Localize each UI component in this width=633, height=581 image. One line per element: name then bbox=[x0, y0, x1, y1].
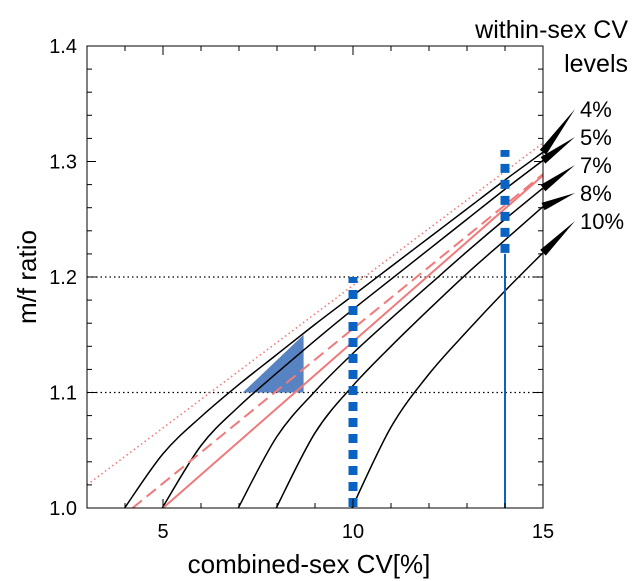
y-tick-label: 1.0 bbox=[49, 498, 77, 520]
legend-entry-7pct: 7% bbox=[580, 153, 612, 178]
legend-title: within-sex CV bbox=[474, 16, 628, 44]
approximation-line-dotted bbox=[86, 142, 544, 486]
y-tick-label: 1.1 bbox=[49, 383, 77, 405]
legend-pointer bbox=[540, 221, 575, 256]
legend-title: levels bbox=[564, 50, 628, 78]
legend-entry-5pct: 5% bbox=[580, 125, 612, 150]
series-line-7pct bbox=[237, 187, 544, 509]
series-line-8pct bbox=[275, 205, 544, 509]
x-tick-label: 15 bbox=[532, 521, 554, 543]
legend-pointer bbox=[539, 109, 575, 155]
legend-entry-10pct: 10% bbox=[580, 209, 624, 234]
legend-pointer bbox=[540, 137, 575, 164]
y-tick-label: 1.2 bbox=[49, 267, 77, 289]
x-axis-label: combined-sex CV[%] bbox=[188, 549, 431, 579]
shaded-region bbox=[242, 334, 304, 393]
y-axis-label: m/f ratio bbox=[12, 230, 42, 324]
approximation-line-dashed bbox=[131, 173, 544, 509]
series-line-4pct bbox=[124, 151, 544, 509]
x-tick-label: 5 bbox=[157, 521, 168, 543]
legend-pointer bbox=[540, 165, 575, 192]
x-tick-label: 10 bbox=[342, 521, 364, 543]
y-tick-label: 1.3 bbox=[49, 152, 77, 174]
y-tick-label: 1.4 bbox=[49, 36, 77, 58]
legend-entry-4pct: 4% bbox=[580, 97, 612, 122]
legend-pointer bbox=[541, 193, 575, 211]
legend-entry-8pct: 8% bbox=[580, 181, 612, 206]
